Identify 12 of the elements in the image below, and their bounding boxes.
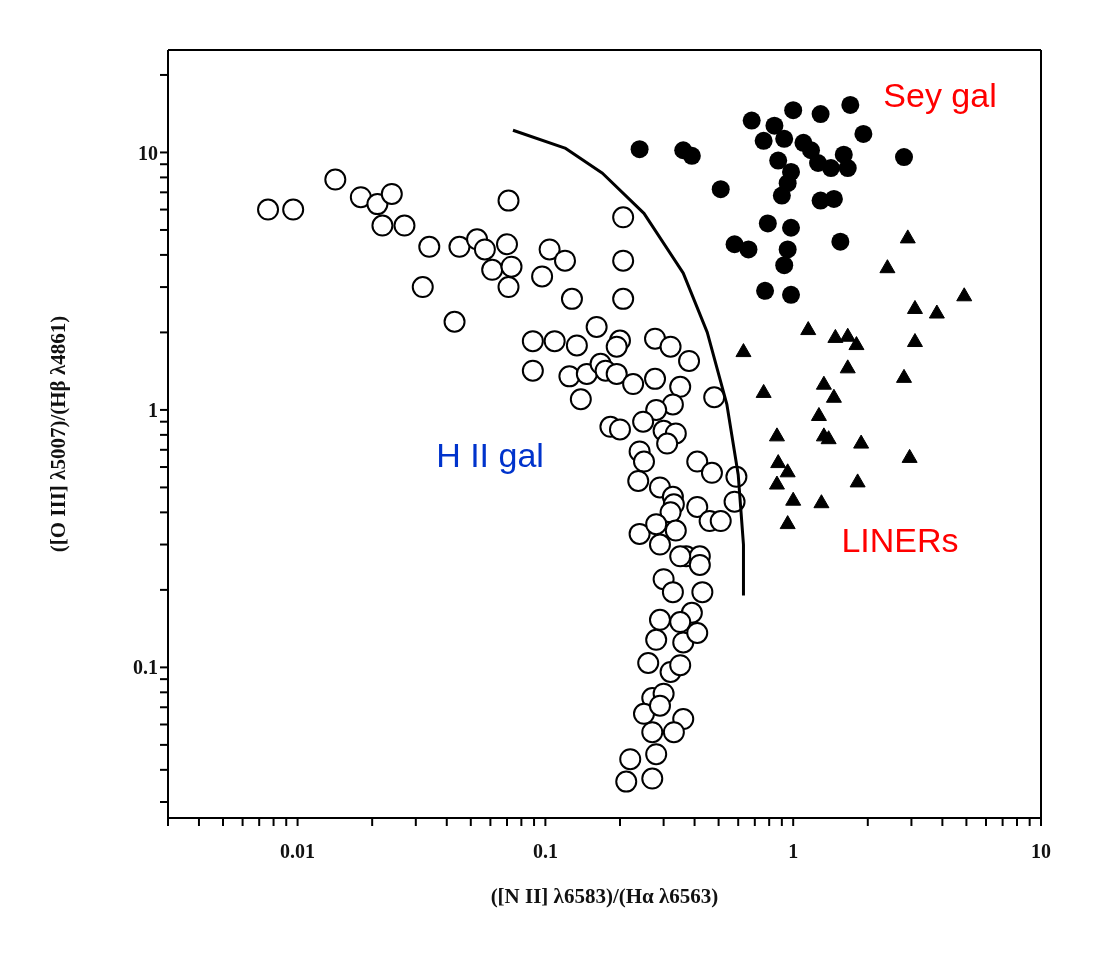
y-axis-title: ([O III] λ5007)/(Hβ λ4861) — [46, 315, 71, 553]
x-tick-label: 1 — [788, 840, 799, 863]
y-tick-label: 1 — [148, 399, 158, 422]
x-axis-title: ([N II] λ6583)/(Hα λ6563) — [490, 884, 719, 908]
y-tick-label: 10 — [138, 141, 158, 164]
x-tick-label: 0.1 — [532, 840, 558, 863]
x-tick-label: 0.01 — [280, 840, 316, 863]
annotation: H II gal — [436, 436, 544, 474]
y-tick-label: 0.1 — [133, 656, 158, 679]
annotation: LINERs — [841, 521, 959, 559]
annotation: Sey gal — [883, 76, 997, 114]
x-tick-label: 10 — [1031, 840, 1051, 863]
